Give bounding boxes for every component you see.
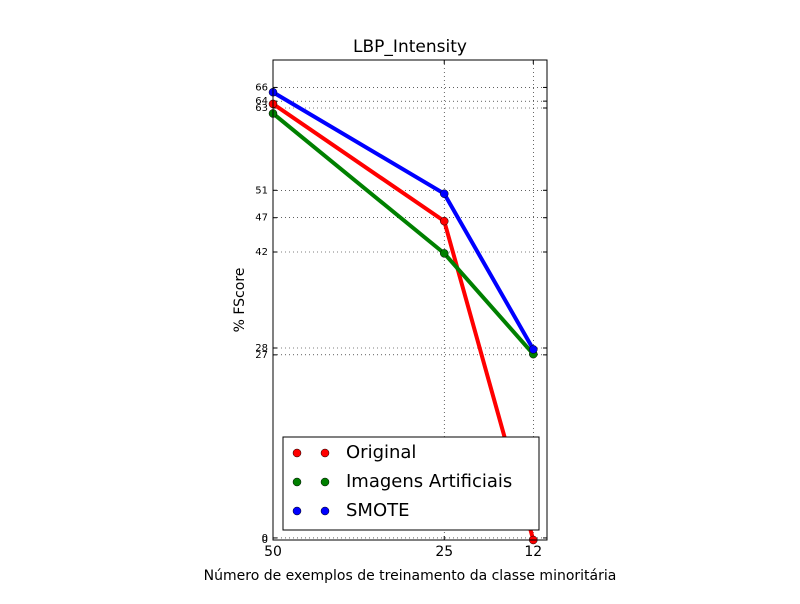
y-tick-label: 0: [262, 535, 268, 546]
x-tick-label: 25: [435, 544, 453, 560]
y-tick-label: 42: [255, 247, 268, 258]
y-tick-label: 66: [255, 82, 268, 93]
data-point: [529, 345, 538, 354]
y-tick-label: 51: [255, 185, 268, 196]
data-point: [440, 189, 449, 198]
legend-marker: [320, 448, 330, 458]
y-tick-label: 27: [255, 350, 268, 361]
y-tick-label: 47: [255, 213, 268, 224]
legend-marker: [292, 448, 302, 458]
legend-label: Original: [346, 442, 416, 463]
x-tick-label: 12: [524, 544, 542, 560]
y-tick-label: 64: [255, 96, 268, 107]
data-point: [440, 216, 449, 226]
y-tick-label: 63: [255, 103, 268, 114]
data-point: [440, 249, 449, 258]
legend-label: SMOTE: [346, 500, 410, 521]
legend-marker: [320, 477, 330, 487]
legend-marker: [292, 477, 302, 487]
chart-title: LBP_Intensity: [353, 37, 467, 57]
legend: Original Imagens Artificiais SMOTE: [282, 436, 540, 531]
legend-label: Imagens Artificiais: [346, 471, 512, 492]
y-axis-label: % FScore: [232, 268, 248, 333]
legend-marker: [320, 506, 330, 516]
x-tick-label: 50: [264, 544, 282, 560]
y-tick-label: 0: [262, 533, 268, 544]
plot-frame: [272, 59, 548, 541]
y-tick-label: 28: [255, 343, 268, 354]
x-axis-label: Número de exemplos de treinamento da cla…: [204, 568, 617, 584]
legend-marker: [292, 506, 302, 516]
